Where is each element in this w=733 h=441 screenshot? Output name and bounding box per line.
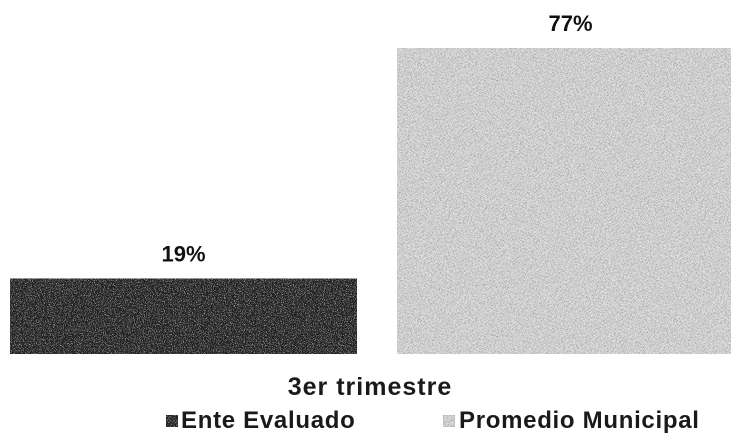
legend: Ente Evaluado Promedio Municipal	[166, 407, 700, 434]
bars-group	[10, 48, 731, 354]
legend-label-promedio-municipal: Promedio Municipal	[459, 407, 700, 434]
data-labels-group: 19% 77%	[161, 11, 592, 266]
legend-item-ente-evaluado: Ente Evaluado	[166, 407, 355, 434]
data-label-promedio-municipal: 77%	[548, 11, 592, 36]
legend-label-ente-evaluado: Ente Evaluado	[181, 407, 355, 434]
data-label-ente-evaluado: 19%	[161, 241, 205, 266]
legend-item-promedio-municipal: Promedio Municipal	[442, 407, 700, 434]
legend-swatch-ente-evaluado	[166, 415, 178, 427]
bar-ente-evaluado	[10, 278, 357, 354]
legend-swatch-promedio-municipal	[442, 414, 456, 428]
category-label: 3er trimestre	[288, 373, 452, 401]
bar-promedio-municipal	[397, 48, 731, 354]
